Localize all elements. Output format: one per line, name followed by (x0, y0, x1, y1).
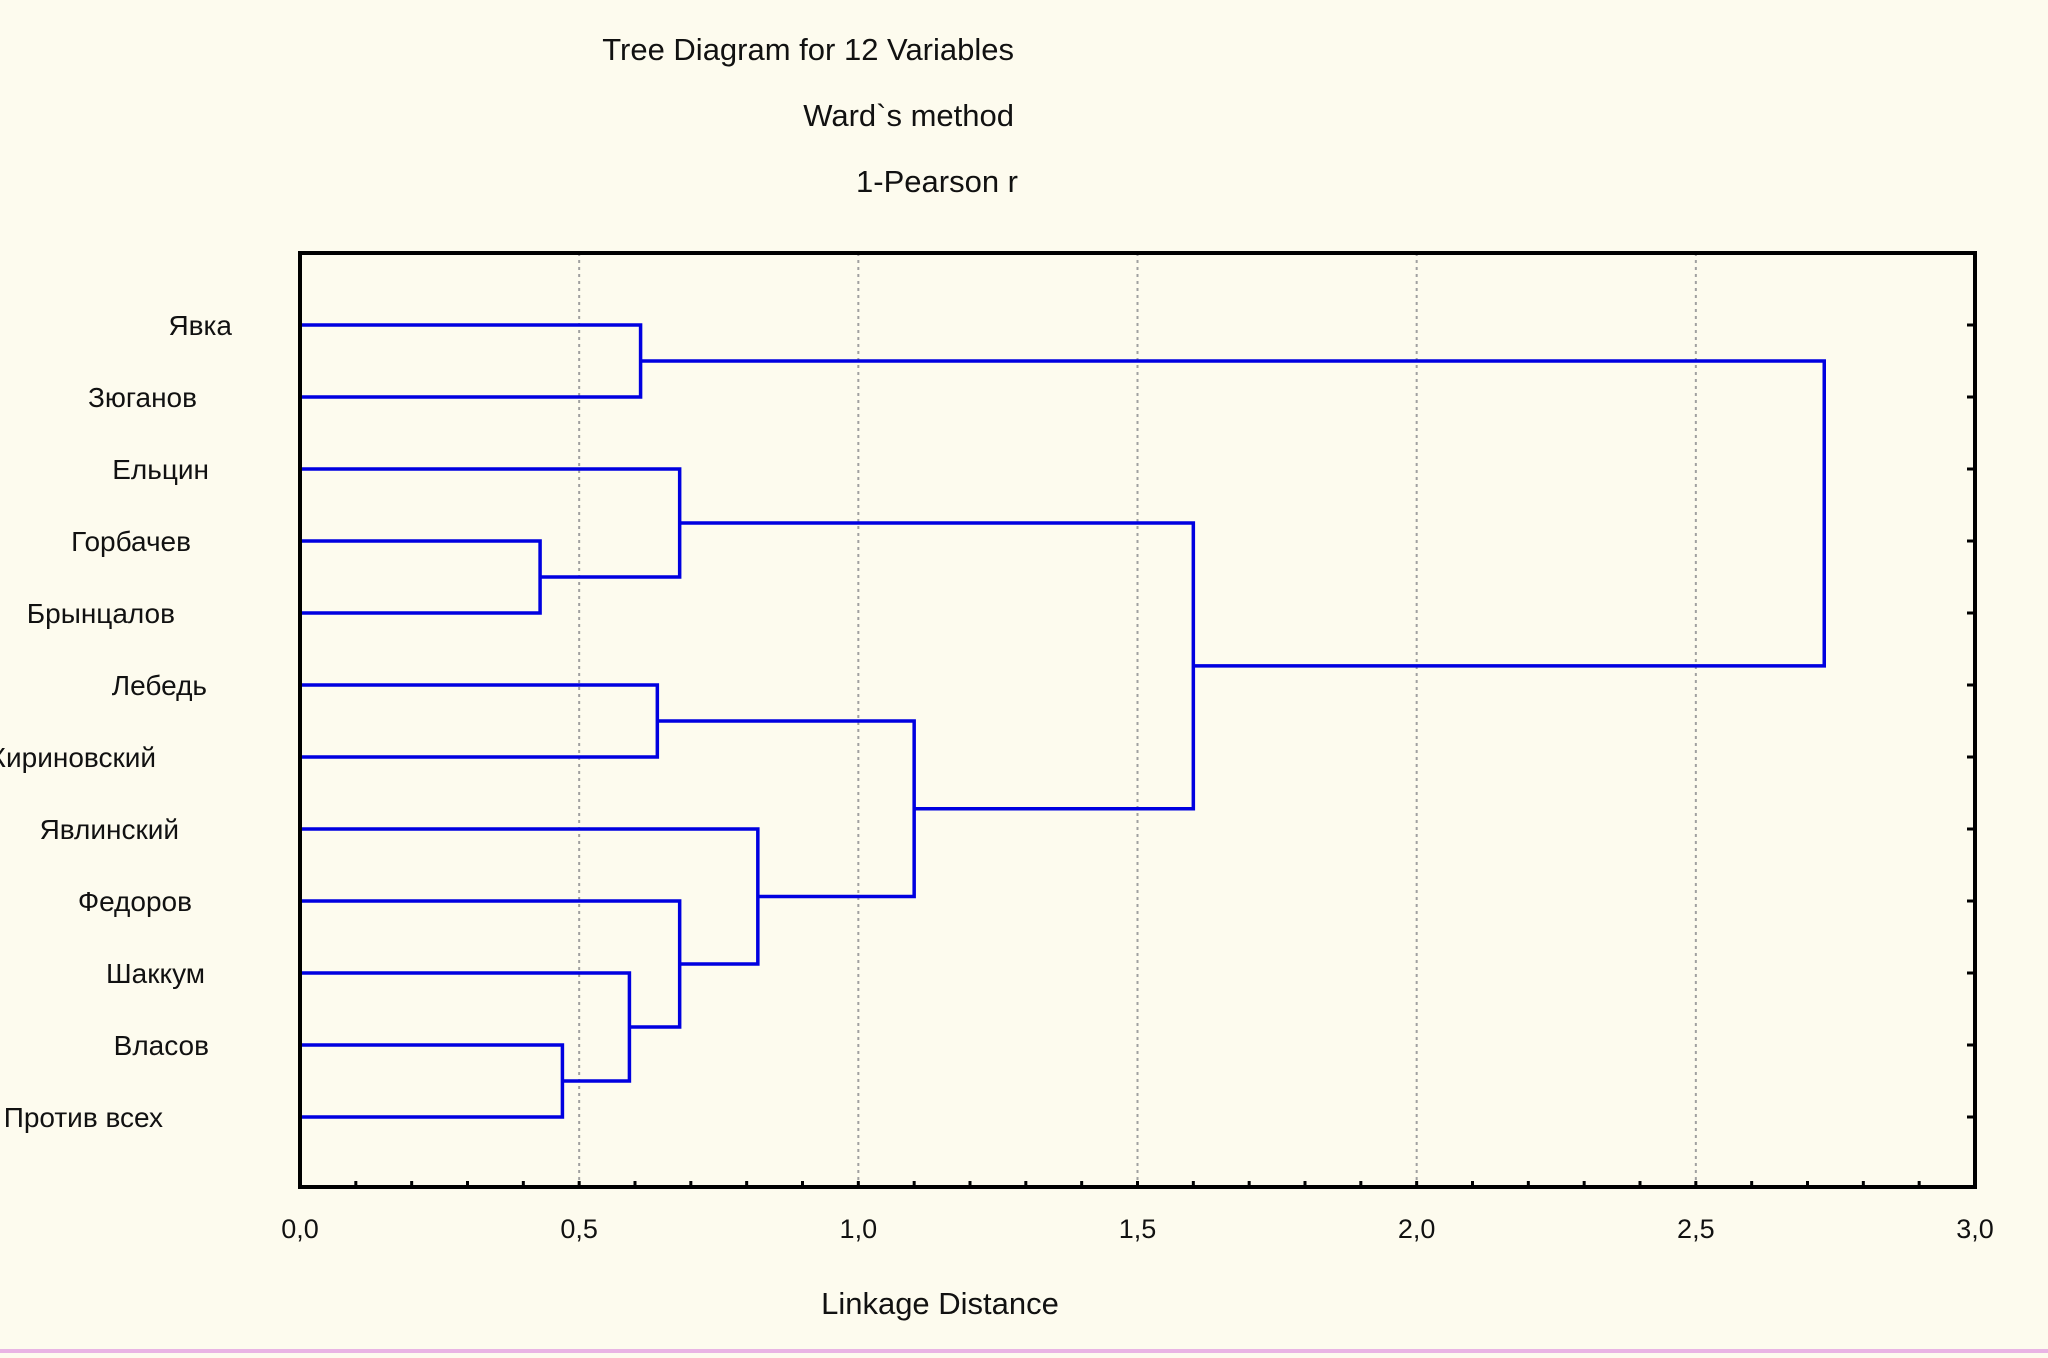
x-tick-labels: 0,0 0,5 1,0 1,5 2,0 2,5 3,0 (281, 1214, 1994, 1244)
dendrogram-link (300, 539, 542, 615)
x-tick-label: 0,0 (281, 1214, 319, 1244)
chart-subtitle-metric: 1-Pearson r (856, 164, 1018, 199)
leaf-label: Против всех (4, 1102, 163, 1133)
dendrogram-link (300, 683, 660, 759)
x-tick-label: 3,0 (1956, 1214, 1994, 1244)
chart-subtitle-method: Ward`s method (803, 98, 1014, 133)
leaf-labels: Явка Зюганов Ельцин Горбачев Брынцалов Лебедь… (0, 310, 232, 1133)
x-tick-label: 1,0 (840, 1214, 878, 1244)
leaf-label: Явка (168, 310, 232, 341)
dendrogram-link (657, 719, 916, 899)
dendrogram-link (300, 323, 643, 399)
leaf-label: Лебедь (112, 670, 207, 701)
chart-title: Tree Diagram for 12 Variables (602, 32, 1014, 67)
dendrogram-link (300, 1043, 565, 1119)
x-tick-label: 0,5 (560, 1214, 598, 1244)
leaf-label: Ельцин (112, 454, 209, 485)
dendrogram-link (300, 899, 682, 1029)
leaf-label: Брынцалов (27, 598, 175, 629)
x-axis-title: Linkage Distance (821, 1286, 1059, 1321)
plot-frame (298, 251, 1977, 1189)
leaf-label: Федоров (78, 886, 192, 917)
dendrogram-link (640, 359, 1826, 668)
grid-lines (578, 253, 1697, 1187)
leaf-label: Жириновский (0, 742, 156, 773)
x-tick-label: 2,0 (1398, 1214, 1436, 1244)
leaf-label: Зюганов (88, 382, 197, 413)
dendrogram-link (300, 467, 682, 579)
leaf-label: Горбачев (71, 526, 191, 557)
x-tick-label: 1,5 (1119, 1214, 1157, 1244)
leaf-label: Явлинский (40, 814, 179, 845)
leaf-label: Шаккум (106, 958, 205, 989)
x-tick-label: 2,5 (1677, 1214, 1715, 1244)
leaf-label: Власов (114, 1030, 209, 1061)
bottom-border (0, 1349, 2048, 1353)
dendrogram-links (300, 323, 1826, 1119)
dendrogram-link (679, 521, 1196, 811)
dendrogram-link (300, 827, 760, 966)
